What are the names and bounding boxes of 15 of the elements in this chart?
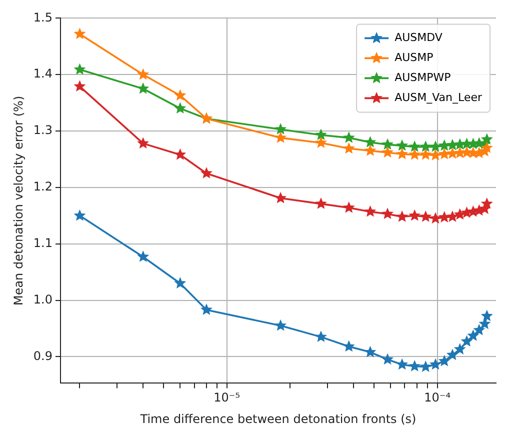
y-tick-label: 0.9 (33, 348, 52, 363)
y-tick-label: 1.3 (33, 123, 52, 138)
y-tick-label: 1.1 (33, 236, 52, 250)
x-axis-title: Time difference between detonation fronts (s) (139, 412, 416, 426)
x-tick-label: 10⁻⁵ (214, 390, 240, 405)
y-tick-label: 1.0 (33, 292, 52, 306)
legend-label: AUSMP (394, 51, 434, 64)
y-axis-title: Mean detonation velocity error (%) (11, 96, 26, 306)
y-tick-label: 1.4 (33, 66, 52, 81)
x-tick-label: 10⁻⁴ (424, 390, 451, 405)
legend-label: AUSMDV (394, 31, 443, 44)
y-tick-label: 1.2 (33, 180, 52, 194)
y-tick-label: 1.5 (33, 10, 52, 24)
legend-label: AUSMPWP (394, 71, 452, 84)
legend-label: AUSM_Van_Leer (394, 91, 482, 104)
